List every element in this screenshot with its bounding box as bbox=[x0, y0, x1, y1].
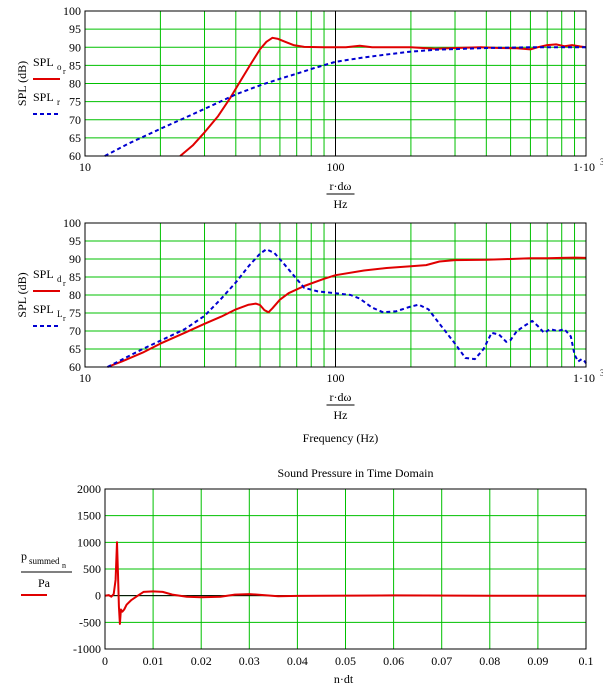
plot-frame bbox=[84, 222, 587, 368]
x-tick-label: 0.04 bbox=[287, 654, 308, 668]
y-tick-label: 0 bbox=[95, 589, 101, 603]
y-tick-label: 85 bbox=[69, 58, 81, 72]
y-tick-label: 100 bbox=[63, 4, 81, 18]
chart-2: 60 65 70 75 80 85 90 95 100 10 100 1·10 3 r·dω Hz Frequ… bbox=[15, 216, 603, 445]
x-tick-label: 0.07 bbox=[431, 654, 452, 668]
x-tick-label: 100 bbox=[327, 160, 345, 174]
x-tick-label: 1·10 bbox=[573, 160, 595, 174]
y-tick-label: 1000 bbox=[77, 535, 101, 549]
legend-label: SPL bbox=[33, 267, 54, 281]
y-tick-label: 500 bbox=[83, 562, 101, 576]
x-axis-label: n·dt bbox=[334, 672, 354, 685]
legend-subscript: r bbox=[63, 67, 66, 76]
legend-label: SPL bbox=[33, 302, 54, 316]
series-line-1 bbox=[107, 256, 587, 368]
x-tick-label: 0.06 bbox=[383, 654, 404, 668]
x-tick-exponent: 3 bbox=[600, 368, 603, 378]
plot-frame bbox=[84, 10, 587, 157]
chart-1: 60 65 70 75 80 85 90 95 100 10 100 1·10 3 r·dω Hz SPL (… bbox=[15, 4, 603, 211]
chart-title: Sound Pressure in Time Domain bbox=[277, 466, 433, 480]
legend-subscript: n bbox=[62, 561, 66, 570]
y-tick-label: 70 bbox=[69, 113, 81, 127]
y-tick-label: 80 bbox=[69, 77, 81, 91]
series-line-1 bbox=[179, 36, 587, 157]
x-axis-label: r·dω bbox=[330, 179, 352, 193]
y-tick-label: 80 bbox=[69, 288, 81, 302]
y-tick-label: 75 bbox=[69, 95, 81, 109]
y-axis-label: SPL (dB) bbox=[15, 272, 29, 317]
x-tick-label: 1·10 bbox=[573, 371, 595, 385]
x-tick-label: 0.09 bbox=[527, 654, 548, 668]
y-tick-label: 90 bbox=[69, 40, 81, 54]
axis-caption: Frequency (Hz) bbox=[303, 431, 379, 445]
x-axis-label-unit: Hz bbox=[334, 408, 348, 422]
y-tick-label: 65 bbox=[69, 342, 81, 356]
legend-subscript: d bbox=[57, 274, 62, 284]
series-line-1 bbox=[104, 541, 586, 625]
series-line-2 bbox=[107, 248, 587, 368]
legend-subscript: L bbox=[57, 309, 63, 319]
y-tick-label: 95 bbox=[69, 234, 81, 248]
x-tick-label: 0.01 bbox=[143, 654, 164, 668]
plot-frame bbox=[104, 488, 587, 650]
y-tick-label: 2000 bbox=[77, 482, 101, 496]
legend-subscript: r bbox=[57, 97, 60, 107]
legend-subscript: r bbox=[63, 314, 66, 323]
y-axis-label: SPL (dB) bbox=[15, 61, 29, 106]
x-tick-exponent: 3 bbox=[600, 157, 603, 167]
legend-label: SPL bbox=[33, 90, 54, 104]
legend-subscript: summed bbox=[29, 556, 60, 566]
y-tick-label: 95 bbox=[69, 22, 81, 36]
x-tick-label: 10 bbox=[79, 371, 91, 385]
x-tick-label: 0.08 bbox=[479, 654, 500, 668]
legend-label: SPL bbox=[33, 55, 54, 69]
y-tick-label: 1500 bbox=[77, 509, 101, 523]
y-tick-label: -500 bbox=[79, 615, 101, 629]
legend-divisor: Pa bbox=[38, 576, 51, 590]
x-tick-label: 0.1 bbox=[579, 654, 594, 668]
x-tick-label: 0.05 bbox=[335, 654, 356, 668]
y-tick-label: -1000 bbox=[73, 642, 101, 656]
x-tick-label: 0.03 bbox=[239, 654, 260, 668]
legend-subscript: r bbox=[63, 279, 66, 288]
x-tick-label: 100 bbox=[327, 371, 345, 385]
y-tick-label: 100 bbox=[63, 216, 81, 230]
x-tick-label: 0.02 bbox=[191, 654, 212, 668]
legend: p summed n Pa bbox=[21, 549, 72, 596]
x-tick-label: 10 bbox=[79, 160, 91, 174]
y-tick-label: 75 bbox=[69, 306, 81, 320]
y-tick-label: 70 bbox=[69, 324, 81, 338]
legend-subscript: o bbox=[57, 62, 62, 72]
legend-label: p bbox=[21, 549, 27, 563]
y-tick-label: 60 bbox=[69, 149, 81, 163]
y-tick-label: 90 bbox=[69, 252, 81, 266]
x-axis-label: r·dω bbox=[330, 390, 352, 404]
chart-3: -1000 -500 0 500 1000 1500 2000 0 0.01 0.02 0.03 0.… bbox=[21, 466, 594, 685]
y-tick-label: 85 bbox=[69, 270, 81, 284]
y-tick-label: 65 bbox=[69, 131, 81, 145]
x-axis-label-unit: Hz bbox=[334, 197, 348, 211]
x-tick-label: 0 bbox=[102, 654, 108, 668]
y-tick-label: 60 bbox=[69, 360, 81, 374]
